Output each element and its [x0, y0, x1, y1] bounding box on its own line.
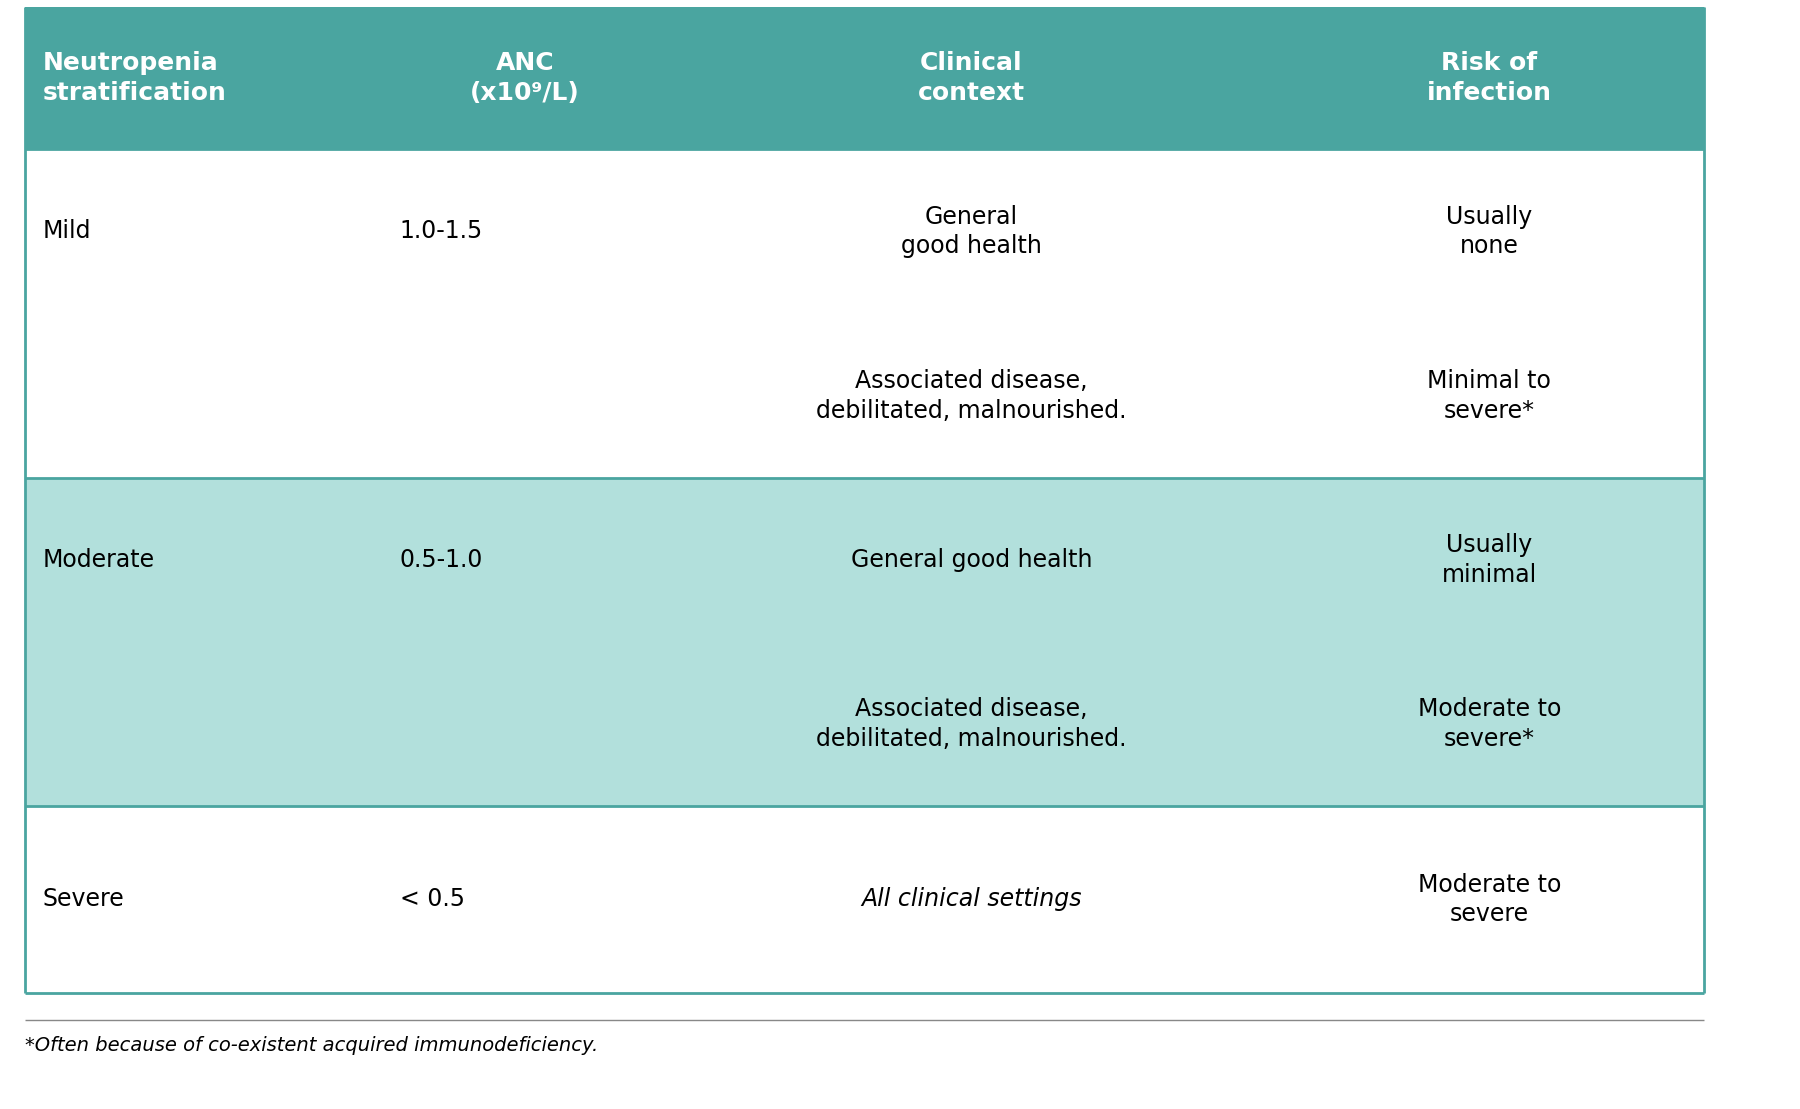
Text: Usually
minimal: Usually minimal — [1442, 533, 1537, 587]
Text: All clinical settings: All clinical settings — [860, 887, 1082, 912]
Bar — [25, 150, 1705, 478]
Text: Risk of
infection: Risk of infection — [1427, 51, 1552, 105]
Text: *Often because of co-existent acquired immunodeficiency.: *Often because of co-existent acquired i… — [25, 1036, 598, 1056]
Text: General good health: General good health — [851, 548, 1093, 572]
Text: Severe: Severe — [43, 887, 124, 912]
Bar — [25, 478, 1705, 806]
Text: Associated disease,
debilitated, malnourished.: Associated disease, debilitated, malnour… — [815, 698, 1127, 751]
Text: Mild: Mild — [43, 220, 92, 244]
Bar — [25, 806, 1705, 993]
Text: ANC
(x10⁹/L): ANC (x10⁹/L) — [470, 51, 580, 105]
Text: General
good health: General good health — [902, 204, 1042, 258]
Text: Associated disease,
debilitated, malnourished.: Associated disease, debilitated, malnour… — [815, 369, 1127, 423]
Text: Clinical
context: Clinical context — [918, 51, 1024, 105]
Text: Minimal to
severe*: Minimal to severe* — [1427, 369, 1552, 423]
Text: Usually
none: Usually none — [1445, 204, 1532, 258]
Text: Moderate to
severe*: Moderate to severe* — [1418, 698, 1561, 751]
Text: 1.0-1.5: 1.0-1.5 — [400, 220, 482, 244]
Text: Moderate: Moderate — [43, 548, 155, 572]
Text: Moderate to
severe: Moderate to severe — [1418, 873, 1561, 926]
Bar — [25, 7, 1705, 150]
Text: Neutropenia
stratification: Neutropenia stratification — [43, 51, 227, 105]
Text: 0.5-1.0: 0.5-1.0 — [400, 548, 482, 572]
Text: < 0.5: < 0.5 — [400, 887, 464, 912]
